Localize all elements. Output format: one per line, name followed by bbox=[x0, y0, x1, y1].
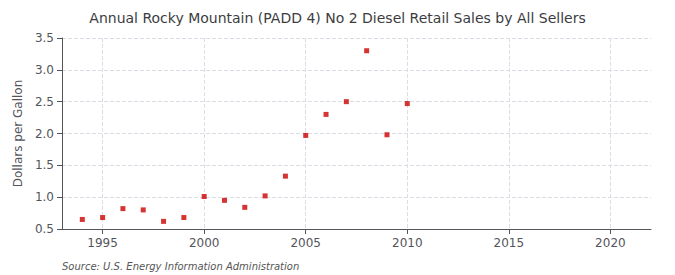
svg-text:3.0: 3.0 bbox=[35, 63, 54, 77]
svg-text:1.0: 1.0 bbox=[35, 190, 54, 204]
svg-text:Source: U.S. Energy Informatio: Source: U.S. Energy Information Administ… bbox=[62, 261, 299, 272]
svg-text:2.0: 2.0 bbox=[35, 127, 54, 141]
svg-text:2010: 2010 bbox=[392, 236, 423, 250]
svg-text:2.5: 2.5 bbox=[35, 95, 54, 109]
svg-text:1.5: 1.5 bbox=[35, 158, 54, 172]
svg-text:2000: 2000 bbox=[189, 236, 220, 250]
svg-text:2005: 2005 bbox=[290, 236, 321, 250]
svg-text:3.5: 3.5 bbox=[35, 31, 54, 45]
svg-text:2020: 2020 bbox=[595, 236, 626, 250]
svg-text:0.5: 0.5 bbox=[35, 222, 54, 236]
svg-text:2015: 2015 bbox=[494, 236, 525, 250]
svg-text:1995: 1995 bbox=[87, 236, 118, 250]
svg-text:Dollars per Gallon: Dollars per Gallon bbox=[11, 80, 25, 188]
svg-text:Annual Rocky Mountain (PADD 4): Annual Rocky Mountain (PADD 4) No 2 Dies… bbox=[89, 10, 585, 26]
